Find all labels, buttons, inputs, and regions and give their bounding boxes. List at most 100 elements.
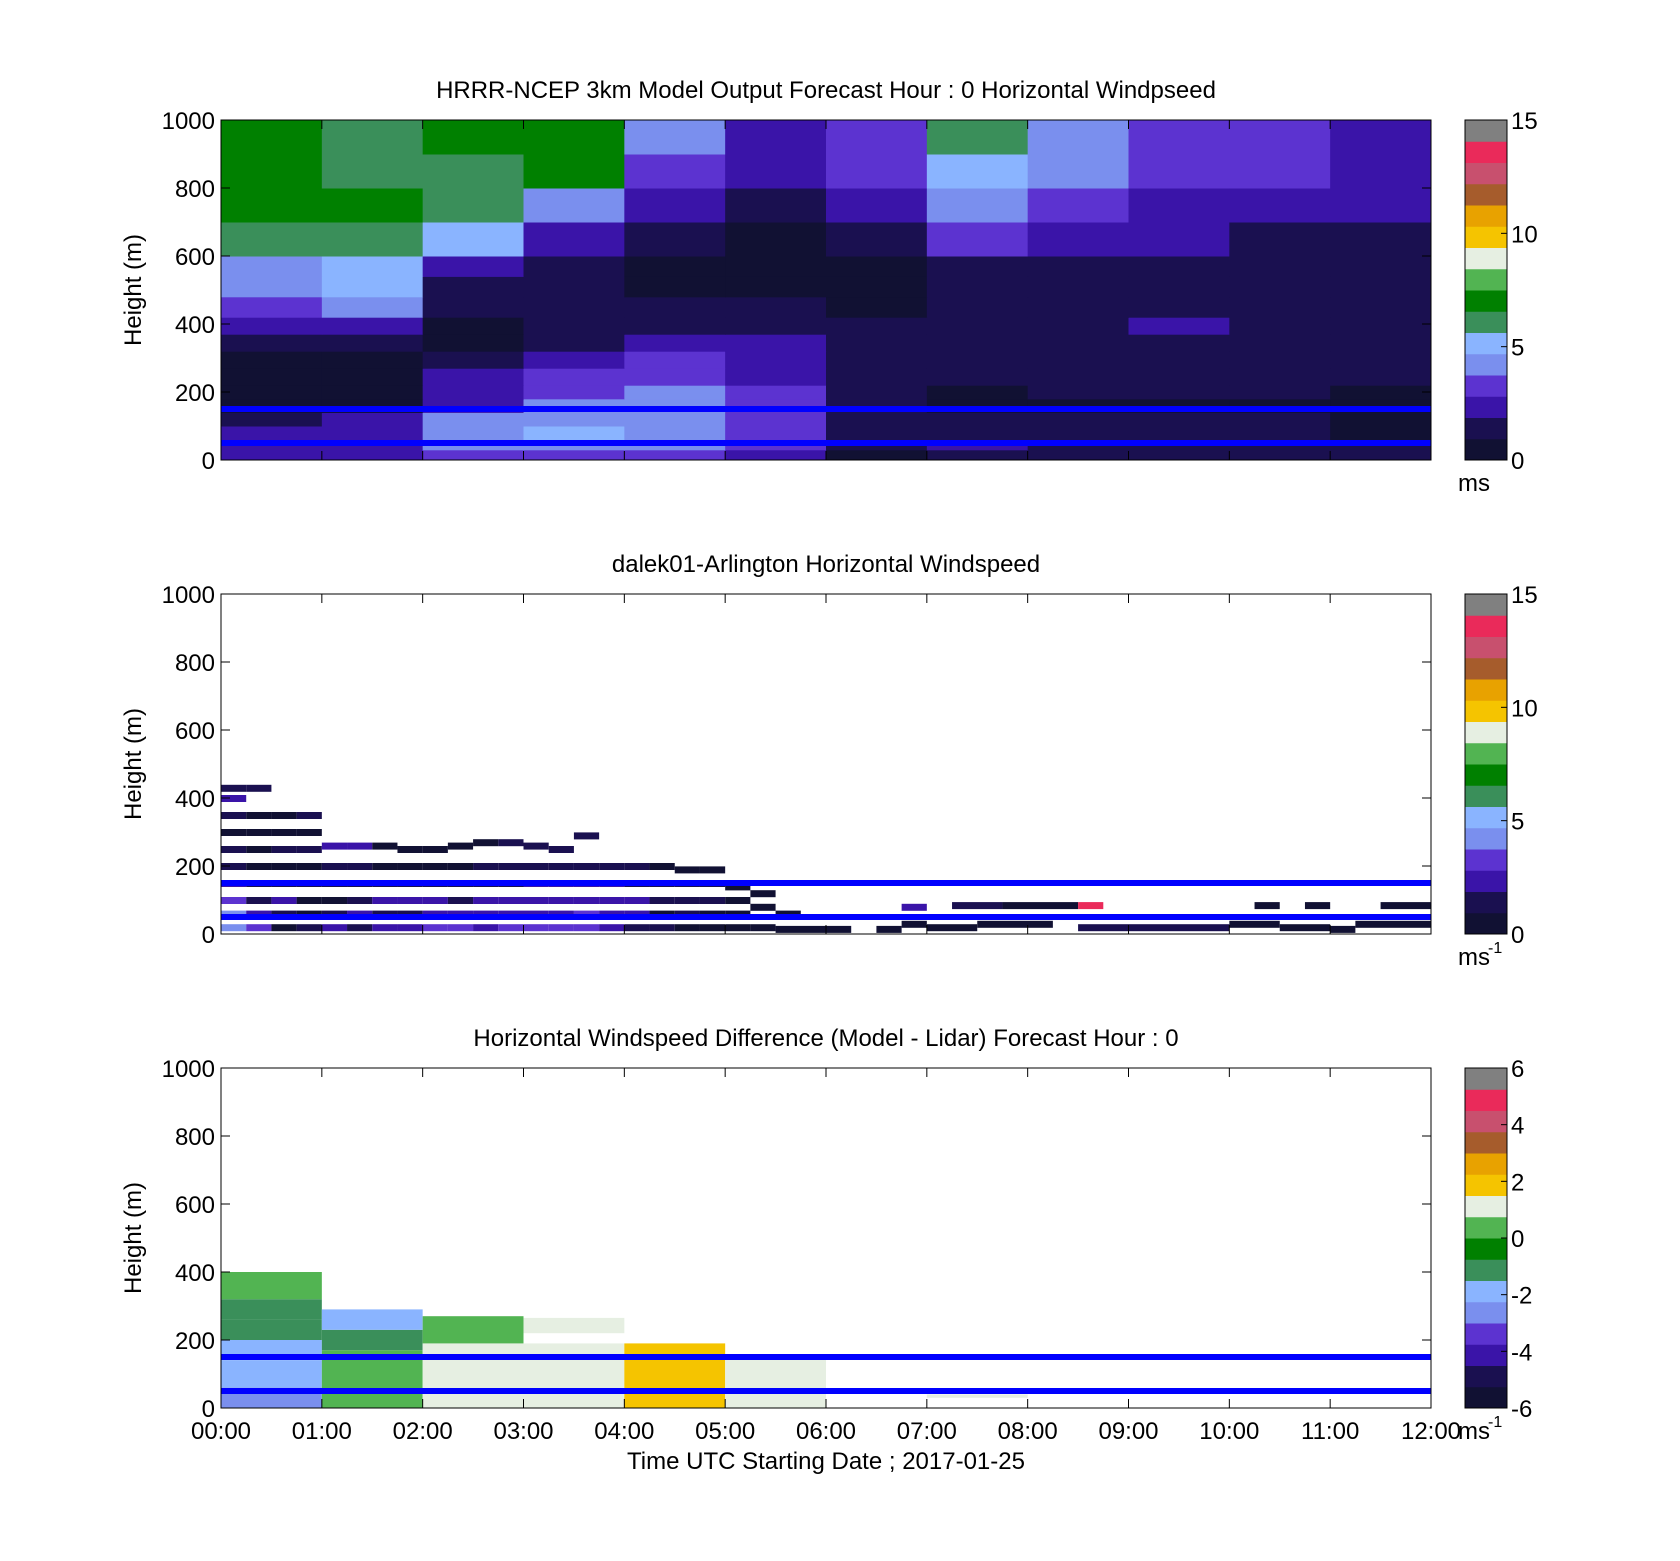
heatmap-cell bbox=[1027, 449, 1129, 461]
heatmap-cell bbox=[221, 317, 323, 335]
heatmap-cell bbox=[1330, 154, 1432, 189]
colorbar-tick-label: -4 bbox=[1511, 1339, 1532, 1366]
colorbar-swatch bbox=[1465, 1153, 1507, 1175]
heatmap-cell bbox=[624, 120, 726, 155]
colorbar-swatch bbox=[1465, 205, 1507, 227]
heatmap-cell bbox=[750, 890, 776, 898]
heatmap-cell bbox=[296, 897, 322, 904]
heatmap-cell bbox=[649, 924, 675, 932]
heatmap-cell bbox=[826, 188, 928, 223]
heatmap-cell bbox=[775, 925, 826, 933]
colorbar-tick-label: 0 bbox=[1511, 448, 1524, 475]
colorbar-tick-label: 5 bbox=[1511, 335, 1524, 362]
heatmap-cell bbox=[1027, 412, 1129, 427]
heatmap-cell bbox=[422, 317, 524, 335]
colorbar-swatch bbox=[1465, 353, 1507, 376]
y-tick-label: 1000 bbox=[162, 1056, 215, 1083]
heatmap-cell bbox=[725, 385, 827, 400]
heatmap-cell bbox=[573, 832, 600, 840]
heatmap-cell bbox=[523, 385, 625, 400]
heatmap-cell bbox=[548, 846, 574, 853]
colorbar-swatch bbox=[1465, 870, 1507, 892]
heatmap-cell bbox=[1330, 925, 1356, 933]
heatmap-cell bbox=[221, 385, 323, 400]
y-tick-label: 200 bbox=[175, 380, 215, 407]
heatmap-cell bbox=[1229, 120, 1331, 155]
heatmap-cell bbox=[1229, 368, 1331, 386]
colorbar: 0 5 10 15 ms bbox=[1458, 108, 1538, 497]
heatmap-cell bbox=[296, 846, 322, 853]
heatmap-cell bbox=[221, 1299, 322, 1320]
colorbar-swatch bbox=[1465, 827, 1507, 850]
heatmap-cell bbox=[321, 385, 424, 400]
heatmap-cell bbox=[221, 188, 323, 223]
heatmap-cell bbox=[221, 154, 323, 189]
heatmap-cell bbox=[1330, 368, 1432, 386]
heatmap-cell bbox=[1229, 385, 1331, 400]
heatmap-cell bbox=[725, 924, 751, 932]
heatmap-cell bbox=[397, 863, 423, 870]
colorbar-tick-label: 10 bbox=[1511, 221, 1538, 248]
heatmap-cell bbox=[952, 902, 1003, 910]
y-tick-label: 0 bbox=[202, 922, 215, 949]
heatmap-cell bbox=[221, 897, 247, 904]
heatmap-cell bbox=[826, 368, 928, 386]
heatmap-cell bbox=[699, 897, 726, 904]
heatmap-cell bbox=[221, 449, 323, 461]
heatmap-cell bbox=[1330, 334, 1432, 352]
heatmap-cell bbox=[1128, 276, 1230, 298]
heatmap-cell bbox=[1229, 412, 1331, 427]
colorbar-swatch bbox=[1465, 1216, 1507, 1239]
colorbar-unit-label: ms bbox=[1458, 470, 1490, 497]
heatmap-cell bbox=[422, 334, 524, 352]
heatmap-cell bbox=[674, 897, 700, 904]
heatmap-cell bbox=[246, 784, 272, 792]
heatmap-cell bbox=[624, 863, 650, 870]
colorbar-swatch bbox=[1465, 1068, 1507, 1090]
colorbar-tick-label: -2 bbox=[1511, 1283, 1532, 1310]
heatmap-cell bbox=[1027, 385, 1129, 400]
heatmap-cell bbox=[523, 368, 625, 386]
heatmap-cell bbox=[1330, 276, 1432, 298]
heatmap-cell bbox=[372, 897, 398, 904]
heatmap-cell bbox=[221, 276, 323, 298]
heatmap-cell bbox=[397, 897, 423, 904]
heatmap-cell bbox=[221, 368, 323, 386]
heatmap-cell bbox=[523, 154, 625, 189]
heatmap-cell bbox=[221, 334, 323, 352]
heatmap-cell bbox=[1330, 449, 1432, 461]
colorbar-swatch bbox=[1465, 912, 1507, 935]
heatmap-cell bbox=[397, 846, 423, 853]
heatmap-cell bbox=[498, 839, 524, 847]
heatmap-cell bbox=[523, 317, 625, 335]
heatmap-cell bbox=[422, 351, 524, 369]
heatmap-cell bbox=[1027, 222, 1129, 257]
heatmap-cell bbox=[221, 829, 247, 836]
heatmap-cell bbox=[447, 924, 474, 932]
heatmap-cell bbox=[1027, 426, 1129, 441]
heatmap-cell bbox=[725, 296, 827, 318]
heatmap-cell bbox=[523, 276, 625, 298]
heatmap-cell bbox=[321, 296, 424, 318]
heatmap-cell bbox=[1027, 351, 1129, 369]
heatmap-cell bbox=[321, 842, 348, 850]
x-tick-label: 12:00 bbox=[1401, 1418, 1461, 1445]
heatmap-cell bbox=[624, 256, 726, 277]
colorbar-swatch bbox=[1465, 120, 1507, 142]
heatmap-cell bbox=[321, 351, 424, 369]
heatmap-cells bbox=[221, 1272, 1028, 1408]
heatmap-cell bbox=[725, 188, 827, 223]
heatmap-cell bbox=[1027, 188, 1129, 223]
heatmap-cell bbox=[523, 222, 625, 257]
colorbar-swatch bbox=[1465, 764, 1507, 786]
heatmap-cell bbox=[826, 154, 928, 189]
heatmap-cell bbox=[246, 846, 272, 853]
heatmap-cell bbox=[347, 897, 373, 904]
heatmap-cell bbox=[523, 863, 549, 870]
colorbar-tick-label: 2 bbox=[1511, 1169, 1524, 1196]
colorbar-tick-label: 5 bbox=[1511, 809, 1524, 836]
heatmap-cell bbox=[1128, 154, 1230, 189]
y-axis-label: Height (m) bbox=[120, 1182, 147, 1294]
heatmap-cell bbox=[221, 846, 247, 853]
heatmap-cell bbox=[926, 1394, 1028, 1398]
